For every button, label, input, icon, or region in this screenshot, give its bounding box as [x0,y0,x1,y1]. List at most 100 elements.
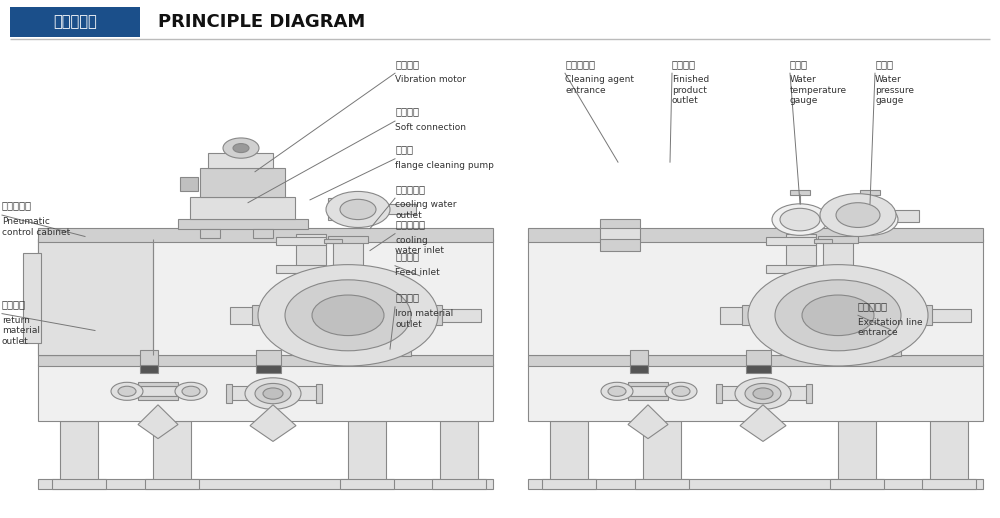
Bar [178,219,308,229]
Bar [138,396,178,400]
Text: Cleaning agent
entrance: Cleaning agent entrance [565,76,634,95]
Bar [208,153,273,168]
Bar [528,479,983,488]
Circle shape [326,192,390,227]
Bar [922,305,932,325]
Text: Water
pressure
gauge: Water pressure gauge [875,76,914,105]
Bar [153,421,191,480]
Bar [542,479,596,488]
Bar [324,267,342,271]
Bar [128,386,188,396]
Bar [600,219,640,229]
Bar [718,386,808,400]
Bar [23,253,41,343]
Bar [823,242,853,267]
Bar [630,365,648,373]
Bar [138,382,178,386]
Bar [860,190,880,195]
Bar [814,267,832,271]
Bar [866,321,891,355]
Bar [256,365,281,373]
Text: Finished
product
outlet: Finished product outlet [672,76,709,105]
Text: Water
temperature
gauge: Water temperature gauge [790,76,847,105]
Bar [436,309,481,322]
Text: Excitation line
entrance: Excitation line entrance [858,318,923,337]
Circle shape [753,388,773,399]
Text: flange cleaning pump: flange cleaning pump [395,161,494,170]
Polygon shape [138,405,178,439]
Bar [635,479,689,488]
Bar [228,386,318,400]
Bar [340,479,394,488]
Circle shape [263,388,283,399]
Bar [52,479,106,488]
Bar [140,350,158,366]
Circle shape [111,382,143,400]
Circle shape [233,143,249,153]
Circle shape [672,386,690,396]
Bar [528,228,983,242]
Bar [38,239,153,355]
Bar [628,382,668,386]
Bar [716,384,722,403]
Bar [316,384,322,403]
Circle shape [255,383,291,404]
Bar [253,229,273,238]
Circle shape [608,386,626,396]
FancyBboxPatch shape [10,7,140,37]
Circle shape [665,382,697,400]
Circle shape [780,208,820,231]
Bar [190,196,295,219]
Bar [38,228,493,242]
Circle shape [820,194,896,237]
Circle shape [836,203,880,227]
Text: 清洗泵: 清洗泵 [395,145,413,154]
Circle shape [748,265,928,366]
Text: 水温表: 水温表 [790,59,808,69]
Text: 振动电机: 振动电机 [395,59,419,69]
Text: cooling water
outlet: cooling water outlet [395,200,456,220]
Bar [926,309,971,322]
Text: 清洗剂入口: 清洗剂入口 [565,59,595,69]
Circle shape [182,386,200,396]
Text: cooling
water inlet: cooling water inlet [395,236,444,255]
Text: 工作原理图: 工作原理图 [53,15,97,30]
Text: 铁料出口: 铁料出口 [395,292,419,303]
Bar [180,177,198,191]
Circle shape [775,280,901,351]
Bar [828,202,856,228]
Circle shape [772,204,828,235]
Circle shape [842,204,898,235]
Bar [440,421,478,480]
Bar [830,479,884,488]
Bar [386,204,416,214]
Text: 水压表: 水压表 [875,59,893,69]
Bar [528,355,983,366]
Text: Vibration motor: Vibration motor [395,76,466,84]
Bar [38,355,493,366]
Bar [786,234,816,279]
Bar [528,239,983,355]
Text: 原料入口: 原料入口 [395,251,419,261]
Bar [600,239,640,251]
Bar [276,265,326,273]
Bar [333,242,363,267]
Text: 冷却水出口: 冷却水出口 [395,184,425,194]
Text: 回料出口: 回料出口 [2,299,26,309]
Bar [790,190,810,195]
Bar [884,210,919,222]
Bar [856,350,901,356]
Bar [60,421,98,480]
Bar [296,234,326,279]
Text: Feed inlet: Feed inlet [395,268,440,277]
Bar [630,350,648,366]
Text: 软接法兰: 软接法兰 [395,107,419,117]
Bar [818,237,858,243]
Bar [140,365,158,373]
Text: Iron material
outlet: Iron material outlet [395,309,453,328]
Bar [432,305,442,325]
Bar [38,479,493,488]
Bar [276,237,326,245]
Circle shape [735,378,791,409]
Circle shape [258,265,438,366]
